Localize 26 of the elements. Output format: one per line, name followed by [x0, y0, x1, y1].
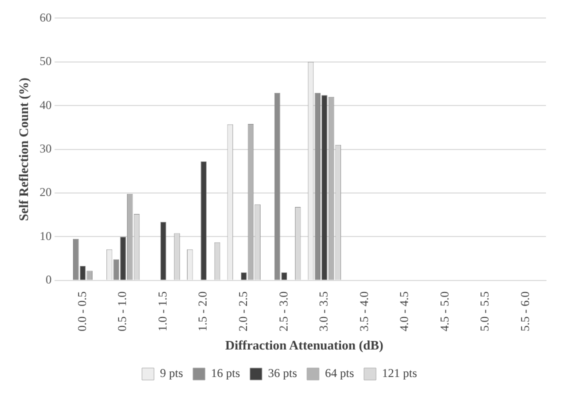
- x-tick-label: 1.0 - 1.5: [155, 291, 170, 332]
- x-tick-label: 5.5 - 6.0: [518, 291, 532, 332]
- y-tick-label: 40: [40, 98, 52, 112]
- x-tick-label: 3.5 - 4.0: [356, 291, 371, 332]
- legend-label: 121 pts: [382, 366, 418, 380]
- y-tick-label: 30: [40, 141, 52, 156]
- x-tick-label: 2.0 - 2.5: [236, 291, 250, 332]
- legend-label: 9 pts: [160, 366, 184, 380]
- y-tick-label: 50: [40, 54, 52, 68]
- x-axis-title: Diffraction Attenuation (dB): [225, 338, 384, 353]
- x-tick-label: 3.0 - 3.5: [316, 291, 331, 332]
- x-tick-label: 0.5 - 1.0: [115, 291, 130, 332]
- x-tick-label: 5.0 - 5.5: [478, 291, 492, 332]
- x-tick-label: 1.5 - 2.0: [196, 291, 210, 332]
- legend-label: 64 pts: [325, 366, 354, 380]
- y-tick-label: 0: [46, 272, 52, 287]
- legend-label: 16 pts: [210, 366, 240, 380]
- y-tick-label: 60: [40, 10, 52, 24]
- y-tick-label: 10: [40, 228, 52, 243]
- legend-label: 36 pts: [268, 366, 298, 380]
- x-tick-label: 4.0 - 4.5: [397, 291, 412, 332]
- y-axis-title: Self Reflection Count (%): [16, 78, 32, 221]
- x-tick-label: 2.5 - 3.0: [276, 291, 290, 332]
- y-tick-label: 20: [40, 185, 52, 200]
- x-tick-label: 0.0 - 0.5: [74, 291, 89, 332]
- x-tick-label: 4.5 - 5.0: [437, 291, 452, 332]
